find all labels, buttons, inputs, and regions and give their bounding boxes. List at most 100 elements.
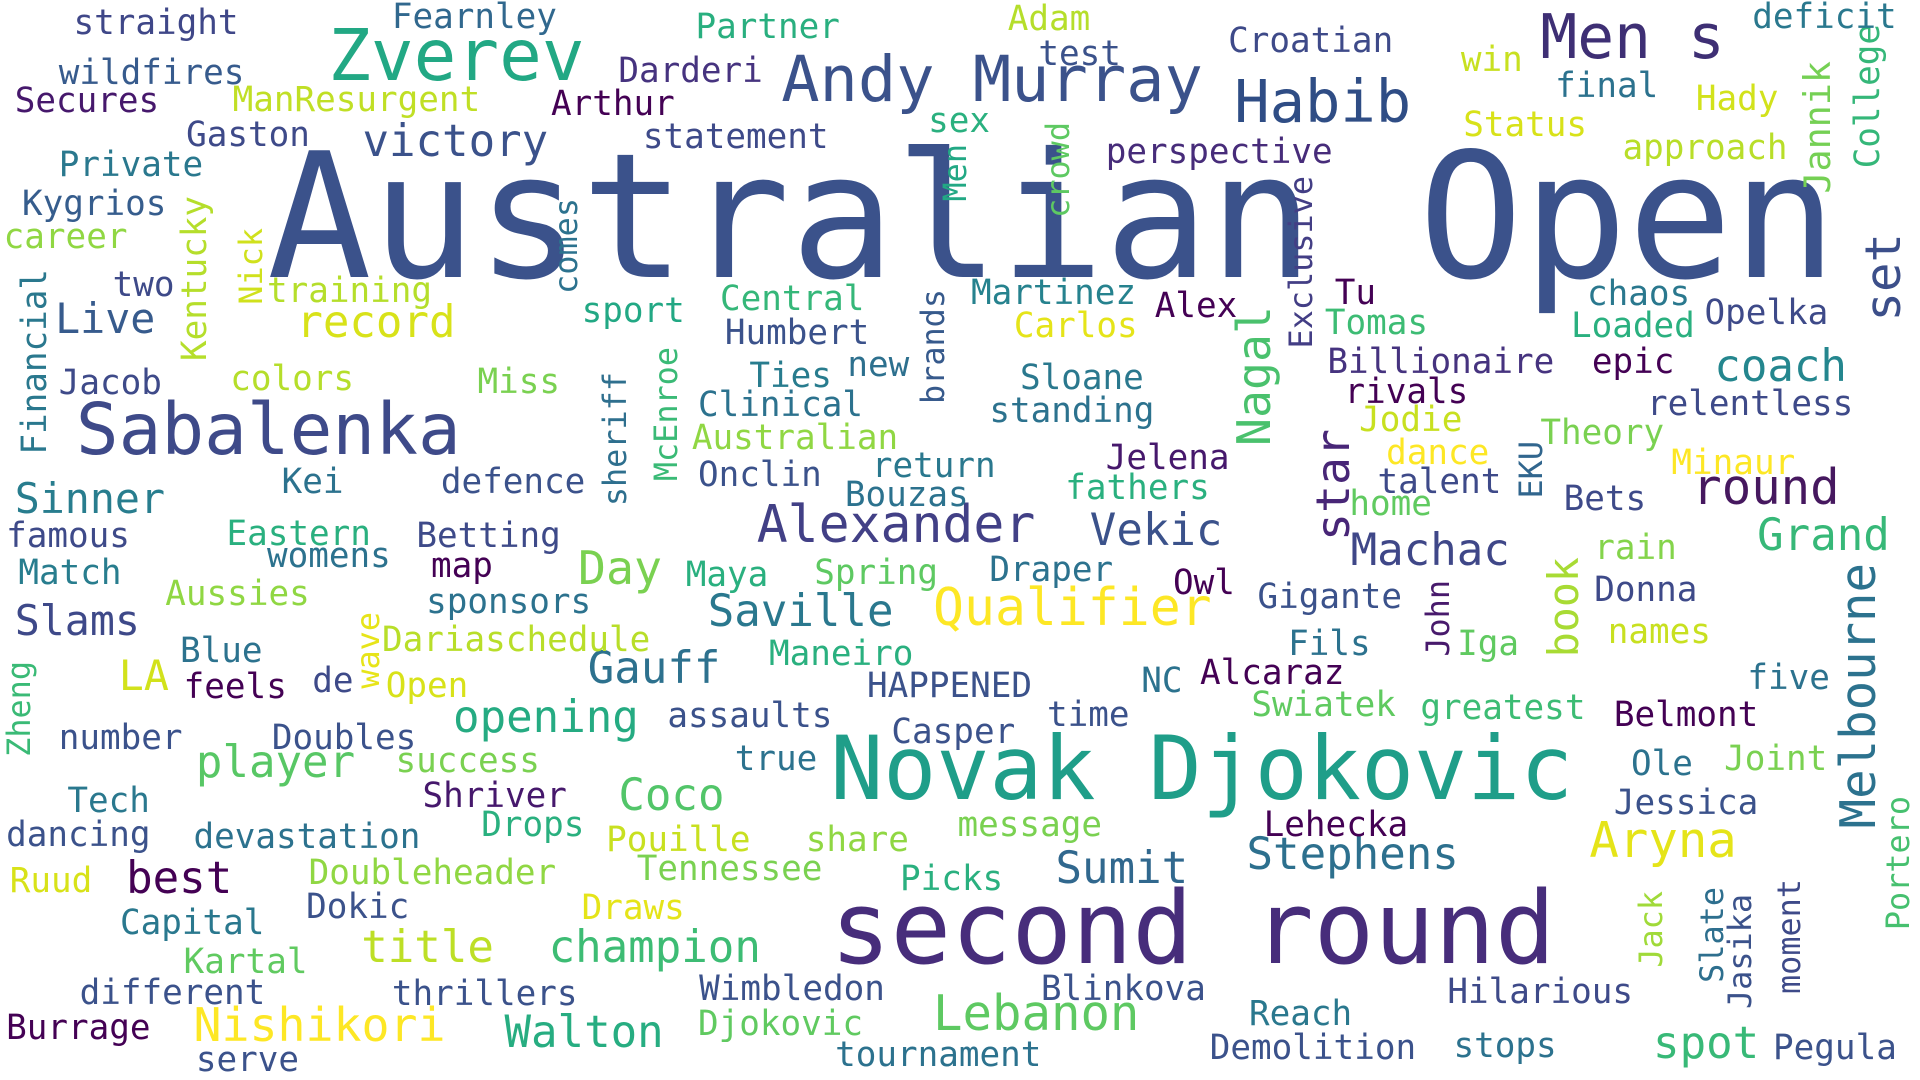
word-men-s: Men s — [1540, 2, 1725, 74]
word-pegula: Pegula — [1773, 1028, 1897, 1069]
word-win: win — [1460, 39, 1523, 80]
word-gaston: Gaston — [186, 114, 310, 155]
word-manresurgent: ManResurgent — [232, 80, 481, 121]
word-ole: Ole — [1631, 743, 1693, 784]
word-nc: NC — [1141, 660, 1183, 701]
word-moment: moment — [1770, 879, 1809, 995]
word-walton: Walton — [504, 1007, 664, 1059]
word-sheriff: sheriff — [596, 372, 634, 507]
word-best: best — [126, 853, 233, 905]
word-theory: Theory — [1540, 413, 1665, 454]
word-hilarious: Hilarious — [1447, 971, 1634, 1012]
word-carlos: Carlos — [1013, 305, 1138, 346]
word-names: names — [1607, 611, 1711, 652]
word-standing: standing — [989, 391, 1155, 432]
word-test: test — [1038, 33, 1121, 74]
word-partner: Partner — [695, 6, 840, 47]
word-crowd: crowd — [1039, 122, 1078, 219]
word-approach: approach — [1622, 128, 1788, 169]
word-lebanon: Lebanon — [933, 985, 1140, 1043]
word-jodie: Jodie — [1359, 399, 1463, 440]
word-map: map — [431, 545, 493, 586]
word-qualifier: Qualifier — [933, 577, 1212, 638]
word-martinez: Martinez — [971, 272, 1137, 313]
word-different: different — [79, 972, 266, 1013]
word-clinical: Clinical — [697, 385, 863, 426]
word-shriver: Shriver — [422, 775, 567, 816]
word-statement: statement — [642, 117, 829, 157]
word-opelka: Opelka — [1704, 293, 1829, 334]
word-rivals: rivals — [1344, 371, 1469, 412]
word-reach: Reach — [1248, 993, 1353, 1034]
word-defence: defence — [440, 462, 586, 503]
word-habib: Habib — [1234, 67, 1412, 137]
word-feels: feels — [183, 666, 287, 707]
word-blinkova: Blinkova — [1040, 969, 1206, 1010]
word-live: Live — [55, 293, 156, 343]
word-nick: Nick — [232, 227, 271, 305]
word-nishikori: Nishikori — [193, 997, 446, 1052]
word-vekic: Vekic — [1089, 505, 1223, 557]
word-doubleheader: Doubleheader — [308, 852, 557, 893]
word-adam: Adam — [1007, 0, 1091, 40]
word-fathers: fathers — [1065, 468, 1210, 509]
word-set: set — [1854, 232, 1912, 322]
word-mcenroe: McEnroe — [647, 346, 686, 481]
word-iga: Iga — [1457, 623, 1520, 664]
word-second-round: second round — [830, 870, 1556, 988]
word-sponsors: sponsors — [426, 582, 592, 623]
word-sport: sport — [581, 290, 685, 331]
word-rain: rain — [1594, 528, 1677, 569]
word-sloane: Sloane — [1020, 358, 1144, 399]
word-draws: Draws — [581, 888, 685, 929]
word-thrillers: thrillers — [391, 974, 578, 1015]
word-return: return — [871, 446, 996, 487]
word-portero: Portero — [1879, 795, 1918, 931]
word-stops: stops — [1453, 1025, 1557, 1066]
word-djokovic: Djokovic — [697, 1003, 863, 1044]
word-novak-djokovic: Novak Djokovic — [830, 716, 1574, 820]
word-deficit: deficit — [1752, 0, 1897, 37]
word-maneiro: Maneiro — [768, 633, 914, 674]
word-jacob: Jacob — [58, 363, 162, 404]
word-final: final — [1555, 65, 1659, 106]
word-blue: Blue — [180, 631, 263, 672]
word-bets: Bets — [1563, 479, 1647, 520]
word-true: true — [734, 739, 818, 780]
word-victory: victory — [362, 116, 549, 167]
word-gigante: Gigante — [1257, 577, 1402, 618]
word-ties: Ties — [749, 355, 832, 396]
word-tennessee: Tennessee — [636, 849, 823, 890]
word-onclin: Onclin — [697, 454, 822, 495]
word-jack: Jack — [1631, 891, 1670, 969]
word-miss: Miss — [477, 361, 561, 402]
word-brands: brands — [914, 288, 953, 404]
word-devastation: devastation — [193, 817, 421, 858]
word-aryna: Aryna — [1589, 811, 1737, 869]
word-sinner: Sinner — [14, 473, 166, 523]
word-time: time — [1046, 694, 1130, 735]
word-open: Open — [385, 665, 469, 706]
word-swiatek: Swiatek — [1251, 685, 1396, 726]
word-melbourne: Melbourne — [1830, 563, 1888, 829]
word-machac: Machac — [1350, 524, 1510, 576]
word-australian: Australian — [691, 418, 899, 459]
word-alcaraz: Alcaraz — [1200, 653, 1345, 694]
word-eastern: Eastern — [226, 513, 371, 554]
word-sabalenka: Sabalenka — [75, 388, 461, 472]
word-number: number — [58, 718, 183, 759]
word-wave: wave — [348, 612, 387, 689]
word-success: success — [395, 741, 540, 782]
word-casper: Casper — [891, 712, 1016, 753]
word-tu: Tu — [1334, 272, 1376, 313]
word-aussies: Aussies — [165, 573, 310, 614]
word-coach: coach — [1714, 341, 1847, 393]
word-player: player — [195, 736, 356, 788]
word-kartal: Kartal — [183, 942, 308, 983]
word-jasika: Jasika — [1721, 893, 1760, 1009]
word-opening: opening — [453, 691, 639, 743]
word-bouzas: Bouzas — [844, 474, 969, 515]
word-spring: Spring — [814, 552, 939, 593]
word-career: career — [3, 217, 128, 258]
word-assaults: assaults — [667, 696, 833, 737]
